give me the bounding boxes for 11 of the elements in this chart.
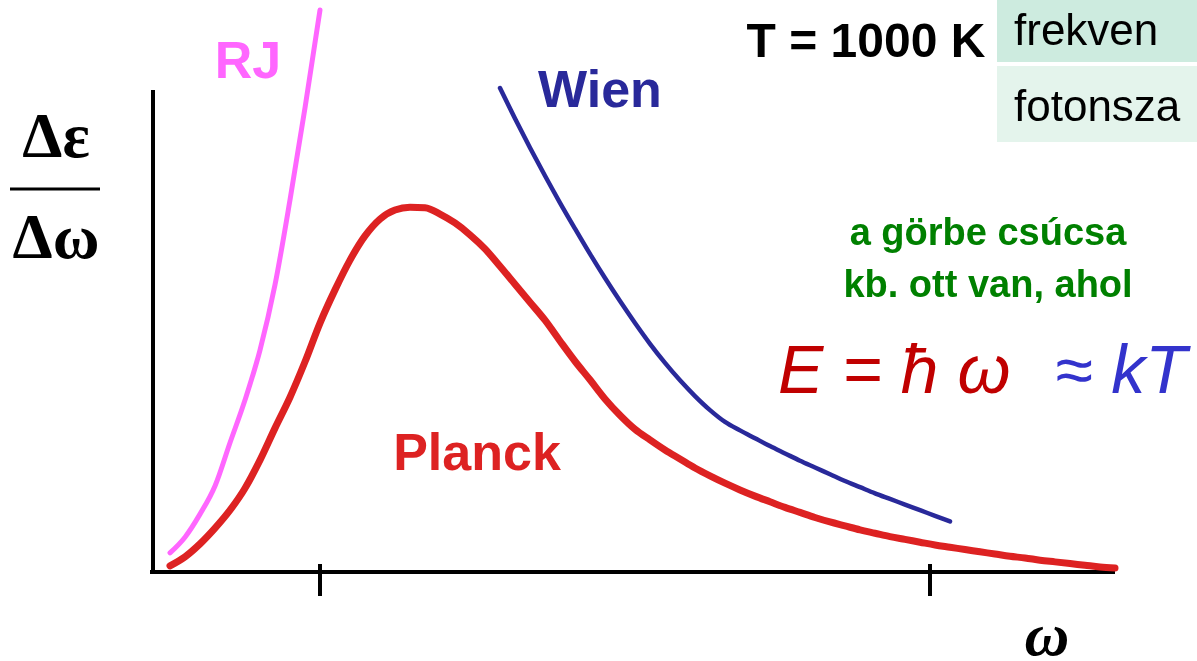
series-label: Wien: [538, 60, 662, 118]
series-label: RJ: [214, 31, 282, 89]
annotation: frekven: [1014, 5, 1159, 54]
annotation: E = ħ ω: [778, 331, 1011, 407]
annotation: T = 1000 K: [746, 14, 986, 67]
annotation: fotonsza: [1014, 81, 1181, 130]
annotation: ≈ kT: [1055, 331, 1192, 407]
annotation: a görbe csúcsa kb. ott van, ahol: [843, 211, 1133, 305]
y-axis-title: Δε Δω: [12, 100, 100, 272]
series-label: Planck: [393, 423, 561, 481]
x-axis-title: ω: [1024, 600, 1070, 661]
